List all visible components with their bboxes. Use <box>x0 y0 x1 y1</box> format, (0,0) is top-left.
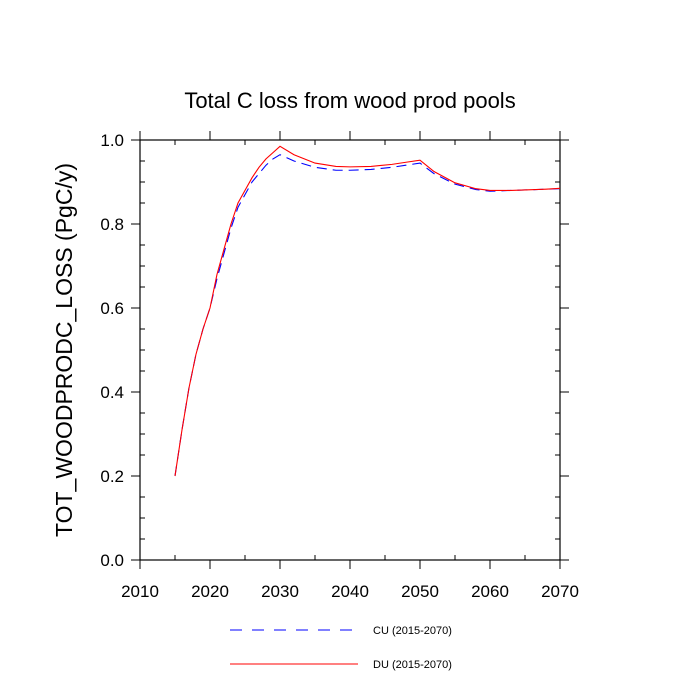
legend: CU (2015-2070) DU (2015-2070) <box>230 625 452 671</box>
x-tick-label: 2060 <box>471 582 509 601</box>
x-tick-label: 2020 <box>191 582 229 601</box>
series-line-du <box>174 145 561 477</box>
y-tick-label: 0.8 <box>100 215 124 234</box>
x-tick-label: 2050 <box>401 582 439 601</box>
plot-frame <box>139 139 561 561</box>
x-tick-label: 2030 <box>261 582 299 601</box>
y-tick-label: 0.2 <box>100 467 124 486</box>
y-tick-label: 0.0 <box>100 551 124 570</box>
y-tick-label: 1.0 <box>100 131 124 150</box>
legend-label-du: DU (2015-2070) <box>373 659 452 671</box>
legend-label-cu: CU (2015-2070) <box>373 625 452 637</box>
x-tick-label: 2040 <box>331 582 369 601</box>
y-tick-label: 0.6 <box>100 299 124 318</box>
y-axis-label: TOT_WOODPRODC_LOSS (PgC/y) <box>51 163 77 537</box>
y-tick-labels: 0.0 0.2 0.4 0.6 0.8 1.0 <box>100 131 124 570</box>
tick-marks <box>131 131 569 569</box>
x-tick-label: 2010 <box>121 582 159 601</box>
series-line-cu <box>174 154 561 477</box>
x-tick-labels: 2010 2020 2030 2040 2050 2060 2070 <box>121 582 579 601</box>
series-lines <box>174 145 561 477</box>
x-tick-label: 2070 <box>541 582 579 601</box>
chart-title: Total C loss from wood prod pools <box>184 88 515 113</box>
y-tick-label: 0.4 <box>100 383 124 402</box>
